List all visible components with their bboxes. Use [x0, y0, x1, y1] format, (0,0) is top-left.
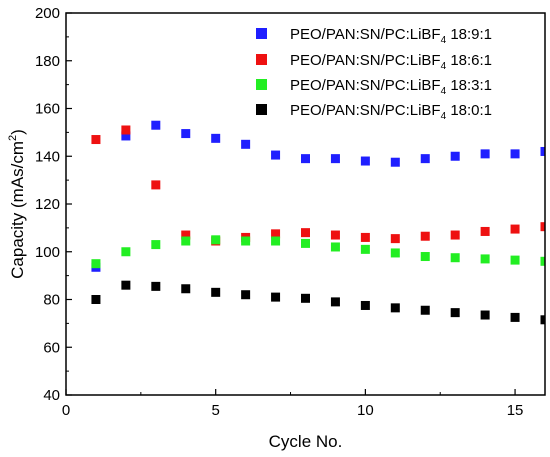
x-axis-title: Cycle No. [269, 432, 343, 451]
legend-label: PEO/PAN:SN/PC:LiBF4 18:9:1 [290, 26, 492, 46]
data-point [121, 125, 131, 135]
data-point [91, 259, 101, 269]
x-tick-label: 10 [357, 402, 374, 419]
data-point [181, 129, 191, 139]
data-point [91, 135, 101, 145]
y-axis-title-superscript: 2 [7, 135, 19, 141]
data-point [480, 310, 490, 320]
data-point [510, 149, 520, 159]
data-point [420, 231, 430, 241]
data-point [330, 242, 340, 252]
data-point [301, 293, 310, 303]
data-point [480, 226, 490, 236]
data-point [271, 236, 281, 246]
legend-label: PEO/PAN:SN/PC:LiBF4 18:6:1 [290, 52, 492, 72]
data-point [301, 238, 310, 248]
y-tick-label: 80 [43, 292, 60, 309]
data-point [360, 232, 370, 242]
data-point [540, 146, 545, 156]
data-point [420, 305, 430, 315]
data-point [271, 292, 281, 302]
data-point [390, 157, 400, 167]
y-tick-label: 160 [35, 101, 60, 118]
plot-frame [65, 12, 546, 396]
legend-marker [256, 54, 267, 65]
legend-entry: PEO/PAN:SN/PC:LiBF4 18:3:1 [256, 77, 492, 97]
legend-marker [256, 104, 267, 115]
data-point [420, 154, 430, 164]
data-point [211, 133, 221, 143]
legend-entry: PEO/PAN:SN/PC:LiBF4 18:6:1 [256, 52, 492, 72]
data-point [330, 230, 340, 240]
data-points [91, 120, 545, 325]
data-point [540, 256, 545, 266]
data-point [121, 280, 131, 290]
data-point [181, 230, 191, 240]
y-tick-label: 140 [35, 148, 60, 165]
legend-marker [256, 79, 267, 90]
data-point [301, 154, 310, 164]
data-point [450, 151, 460, 161]
data-point [420, 252, 430, 262]
data-point [330, 154, 340, 164]
legend: PEO/PAN:SN/PC:LiBF4 18:9:1 PEO/PAN:SN/PC… [256, 26, 492, 122]
data-point [360, 300, 370, 310]
data-point [181, 236, 191, 246]
data-point [121, 247, 131, 257]
data-point [480, 149, 490, 159]
y-tick-label: 200 [35, 5, 60, 22]
data-point [121, 131, 131, 141]
data-point [330, 297, 340, 307]
data-point [360, 244, 370, 254]
x-tick-label: 0 [62, 402, 70, 419]
data-point [211, 235, 221, 245]
data-point [390, 303, 400, 313]
y-tick-label: 120 [35, 196, 60, 213]
y-axis-title: Capacity (mAs/cm2) [7, 129, 27, 279]
data-point [480, 254, 490, 264]
legend-label: PEO/PAN:SN/PC:LiBF4 18:0:1 [290, 102, 492, 122]
x-tick-label: 15 [507, 402, 524, 419]
data-point [211, 287, 221, 297]
data-point [91, 295, 101, 304]
data-point [241, 139, 251, 149]
data-point [390, 234, 400, 244]
legend-label: PEO/PAN:SN/PC:LiBF4 18:3:1 [290, 77, 492, 97]
y-tick-label: 40 [43, 387, 60, 404]
data-point [510, 312, 520, 322]
data-point [390, 248, 400, 258]
data-point [151, 240, 161, 250]
data-point [271, 150, 281, 160]
data-point [540, 222, 545, 232]
data-point [151, 120, 161, 130]
data-point [151, 281, 161, 291]
data-point [151, 180, 161, 190]
data-point [271, 229, 281, 239]
y-tick-label: 100 [35, 244, 60, 261]
data-point [450, 230, 460, 240]
data-point [510, 255, 520, 265]
data-point [510, 224, 520, 234]
data-point [540, 315, 545, 325]
data-point [241, 236, 251, 246]
y-tick-label: 60 [43, 339, 60, 356]
data-point [301, 228, 310, 238]
data-point [360, 156, 370, 166]
legend-entry: PEO/PAN:SN/PC:LiBF4 18:9:1 [256, 26, 492, 46]
data-point [181, 284, 191, 294]
data-point [450, 308, 460, 318]
axis-ticks: 0 5 10 15 40 60 80 100 120 140 160 180 200 [35, 5, 523, 419]
legend-entry: PEO/PAN:SN/PC:LiBF4 18:0:1 [256, 102, 492, 122]
data-point [241, 290, 251, 300]
y-tick-label: 180 [35, 53, 60, 70]
data-point [450, 253, 460, 263]
x-tick-label: 5 [212, 402, 220, 419]
legend-marker [256, 28, 267, 39]
